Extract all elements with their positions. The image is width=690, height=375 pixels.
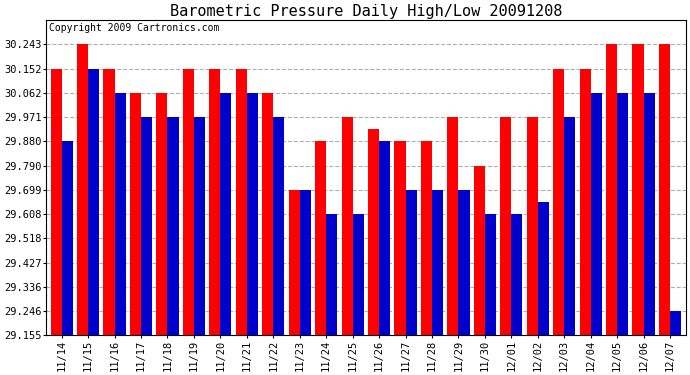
Bar	[511, 214, 522, 335]
Bar	[500, 117, 511, 335]
Bar	[183, 69, 194, 335]
Bar	[141, 117, 152, 335]
Bar	[273, 117, 284, 335]
Bar	[262, 93, 273, 335]
Bar	[485, 214, 496, 335]
Bar	[315, 141, 326, 335]
Bar	[447, 117, 458, 335]
Bar	[88, 69, 99, 335]
Bar	[61, 141, 73, 335]
Bar	[288, 190, 299, 335]
Bar	[168, 117, 179, 335]
Bar	[458, 190, 469, 335]
Bar	[194, 117, 205, 335]
Bar	[104, 69, 115, 335]
Bar	[564, 117, 575, 335]
Bar	[236, 69, 247, 335]
Bar	[474, 166, 485, 335]
Bar	[50, 69, 61, 335]
Bar	[77, 44, 88, 335]
Bar	[538, 202, 549, 335]
Bar	[379, 141, 390, 335]
Bar	[553, 69, 564, 335]
Title: Barometric Pressure Daily High/Low 20091208: Barometric Pressure Daily High/Low 20091…	[170, 4, 562, 19]
Bar	[406, 190, 417, 335]
Bar	[115, 93, 126, 335]
Bar	[299, 190, 310, 335]
Text: Copyright 2009 Cartronics.com: Copyright 2009 Cartronics.com	[49, 24, 219, 33]
Bar	[644, 93, 655, 335]
Bar	[633, 44, 644, 335]
Bar	[591, 93, 602, 335]
Bar	[580, 69, 591, 335]
Bar	[247, 93, 258, 335]
Bar	[526, 117, 538, 335]
Bar	[157, 93, 168, 335]
Bar	[617, 93, 628, 335]
Bar	[209, 69, 220, 335]
Bar	[342, 117, 353, 335]
Bar	[606, 44, 617, 335]
Bar	[353, 214, 364, 335]
Bar	[368, 129, 379, 335]
Bar	[421, 141, 432, 335]
Bar	[326, 214, 337, 335]
Bar	[395, 141, 406, 335]
Bar	[432, 190, 443, 335]
Bar	[130, 93, 141, 335]
Bar	[659, 44, 670, 335]
Bar	[670, 311, 681, 335]
Bar	[220, 93, 231, 335]
